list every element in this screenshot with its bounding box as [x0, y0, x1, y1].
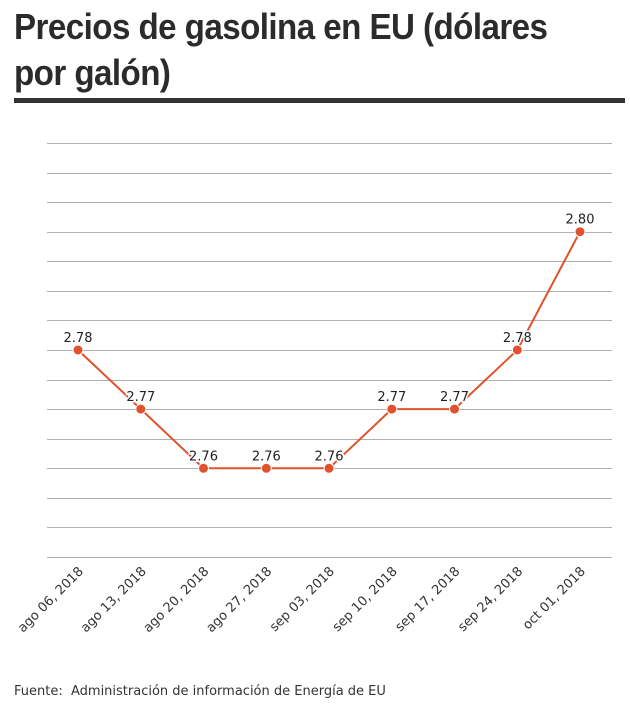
line-chart: 2.78 2.77 2.76 2.76 2.76 2.77 2.77 2.78 2.80 ago…	[15, 143, 612, 636]
x-tick-label: ago 06, 2018	[15, 564, 87, 636]
data-label: 2.76	[252, 449, 281, 464]
data-points	[72, 226, 586, 474]
data-point	[511, 344, 523, 356]
data-label: 2.80	[566, 213, 595, 228]
data-label: 2.78	[64, 331, 93, 346]
source-label: Fuente:	[14, 684, 63, 699]
data-point	[260, 462, 272, 474]
data-point	[323, 462, 335, 474]
x-tick-label: ago 20, 2018	[141, 564, 213, 636]
source-text: Administración de información de Energía…	[70, 684, 386, 699]
x-tick-label: sep 24, 2018	[455, 564, 526, 635]
data-point	[135, 403, 147, 415]
x-tick-label: oct 01, 2018	[520, 564, 589, 633]
data-point	[72, 344, 84, 356]
data-label: 2.76	[315, 449, 344, 464]
data-labels: 2.78 2.77 2.76 2.76 2.76 2.77 2.77 2.78 2.80	[62, 211, 596, 466]
data-label: 2.77	[126, 390, 155, 405]
data-point	[574, 226, 586, 238]
data-point	[198, 462, 209, 474]
x-tick-label: sep 17, 2018	[393, 564, 464, 635]
x-tick-label: sep 03, 2018	[267, 564, 338, 635]
gridlines	[47, 143, 612, 558]
data-label: 2.76	[189, 449, 218, 464]
source-note: Fuente: Administración de información de…	[14, 684, 386, 699]
x-tick-label: sep 10, 2018	[330, 564, 401, 635]
data-point	[386, 403, 398, 415]
x-tick-label: ago 13, 2018	[78, 564, 150, 636]
data-label: 2.77	[440, 390, 469, 405]
data-label: 2.78	[503, 331, 532, 346]
x-tick-label: ago 27, 2018	[204, 564, 276, 636]
chart-title: Precios de gasolina en EU (dólares por g…	[14, 6, 548, 93]
data-point	[449, 403, 460, 415]
data-label: 2.77	[377, 390, 406, 405]
title-rule	[14, 98, 625, 103]
